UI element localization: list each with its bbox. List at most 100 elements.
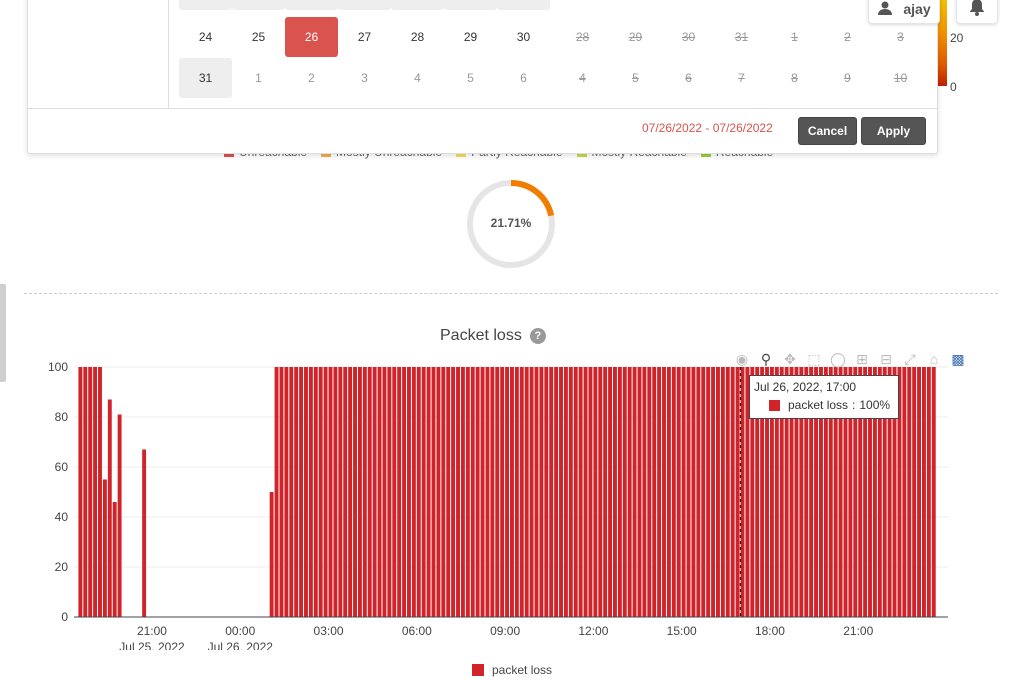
calendar-day-disabled: 30 [681, 30, 696, 44]
box-select-icon[interactable]: ⬚ [807, 350, 821, 367]
bar [299, 367, 304, 617]
bar [470, 367, 475, 617]
bar [662, 367, 666, 617]
bar [882, 367, 887, 617]
notifications-button[interactable] [956, 0, 998, 24]
calendar-day[interactable]: 27 [357, 30, 372, 44]
bar [730, 367, 735, 617]
donut-percent: 21.71% [490, 216, 532, 230]
zoom-icon[interactable]: ⚲ [760, 350, 772, 367]
bar [348, 367, 353, 617]
bar [583, 367, 588, 617]
calendar-day[interactable]: 28 [410, 30, 425, 44]
calendar-day-off[interactable]: 2 [308, 71, 315, 85]
left-calendar-top-row [179, 0, 550, 10]
calendar-day-disabled: 5 [632, 71, 639, 85]
tooltip-swatch [769, 399, 780, 411]
calendar-day-off[interactable]: 6 [520, 71, 527, 85]
pan-icon[interactable]: ✥ [784, 350, 796, 367]
bar [274, 367, 279, 617]
calendar-day[interactable] [338, 0, 391, 10]
apply-button[interactable]: Apply [861, 117, 926, 145]
calendar-day-disabled: 28 [575, 30, 590, 44]
calendar-day[interactable]: 25 [251, 30, 266, 44]
left-calendar-week-2: 31 1 2 3 4 5 6 [179, 58, 550, 98]
calendar-day[interactable] [232, 0, 285, 10]
autoscale-icon[interactable]: ⤢ [904, 350, 916, 367]
calendar-day[interactable] [179, 0, 232, 10]
bar [480, 367, 485, 617]
calendar-day-selected[interactable]: 26 [285, 17, 338, 57]
bar [142, 449, 147, 617]
bar [495, 367, 500, 617]
bar [279, 367, 284, 617]
bar [902, 367, 907, 617]
calendar-day-disabled: 7 [738, 71, 745, 85]
bar [740, 367, 745, 617]
donut-arc [467, 180, 555, 268]
chart-modebar: ◉ ⚲ ✥ ⬚ ◯ ⊞ ⊟ ⤢ ⌂ ▩ [734, 350, 966, 368]
right-calendar-week-1: 28 29 30 31 1 2 3 [556, 17, 927, 57]
bar [691, 367, 696, 617]
bar [912, 367, 917, 617]
bar [642, 367, 647, 617]
calendar-day-off[interactable]: 3 [361, 71, 368, 85]
bar [357, 367, 362, 617]
bar [78, 367, 83, 617]
cancel-button[interactable]: Cancel [798, 117, 857, 145]
chart-legend[interactable]: packet loss [472, 663, 552, 677]
x-tick-label: 03:00 [314, 624, 344, 638]
calendar-day-off[interactable]: 1 [255, 71, 262, 85]
camera-icon[interactable]: ◉ [735, 350, 749, 367]
user-menu-button[interactable]: ajay [868, 0, 940, 24]
picker-footer [28, 108, 937, 154]
bar [407, 367, 411, 617]
bar [735, 367, 740, 617]
calendar-day-off[interactable]: 4 [414, 71, 421, 85]
calendar-day[interactable]: 24 [198, 30, 213, 44]
calendar-day[interactable] [497, 0, 550, 10]
bar [549, 367, 554, 617]
scrollbar-handle[interactable] [0, 284, 6, 382]
bar [338, 367, 343, 617]
bar [681, 367, 686, 617]
bar [475, 367, 480, 617]
bar [931, 367, 936, 617]
bar [102, 479, 107, 617]
bar [446, 367, 451, 617]
bar [676, 367, 681, 617]
calendar-day[interactable] [391, 0, 444, 10]
bar [529, 367, 534, 617]
bar [294, 367, 299, 617]
calendar-day[interactable]: 31 [179, 58, 232, 98]
plotly-logo-icon[interactable]: ▩ [951, 350, 965, 367]
tooltip-series: packet loss [788, 398, 849, 412]
calendar-day[interactable]: 29 [463, 30, 478, 44]
x-tick-label: 06:00 [402, 624, 432, 638]
zoom-in-icon[interactable]: ⊞ [856, 350, 868, 367]
home-icon[interactable]: ⌂ [929, 351, 939, 367]
bar [647, 367, 652, 617]
x-tick-label: 09:00 [490, 624, 520, 638]
bar [284, 367, 289, 617]
bar [750, 367, 755, 617]
tooltip-value: 100% [859, 398, 891, 412]
bar [853, 367, 858, 617]
bar [460, 367, 465, 617]
bar [269, 492, 274, 617]
bar [377, 367, 382, 617]
calendar-day[interactable] [285, 0, 338, 10]
help-icon[interactable]: ? [529, 328, 546, 344]
calendar-day-disabled: 6 [685, 71, 692, 85]
bar [720, 367, 725, 617]
calendar-day[interactable]: 30 [516, 30, 531, 44]
lasso-icon[interactable]: ◯ [830, 350, 846, 367]
zoom-out-icon[interactable]: ⊟ [880, 350, 892, 367]
x-tick-sublabel: Jul 26, 2022 [208, 640, 274, 650]
bar [765, 367, 769, 617]
calendar-day-disabled: 4 [579, 71, 586, 85]
calendar-day-off[interactable]: 5 [467, 71, 474, 85]
hover-tooltip: Jul 26, 2022, 17:00 packet loss : 100% [749, 375, 899, 419]
bar [608, 367, 613, 617]
calendar-day[interactable] [444, 0, 497, 10]
